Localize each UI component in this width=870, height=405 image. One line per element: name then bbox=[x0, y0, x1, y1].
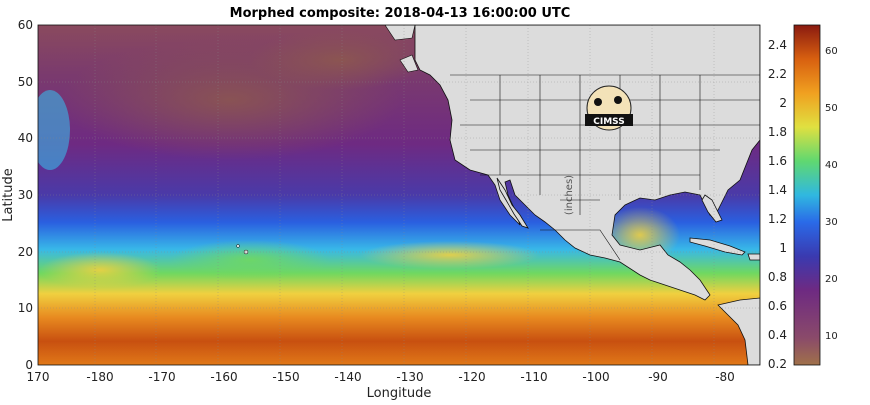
colorbar-right-tick: 20 bbox=[825, 274, 838, 285]
x-tick-label: -90 bbox=[648, 370, 668, 384]
moist-plume bbox=[38, 90, 70, 170]
y-tick-label: 20 bbox=[18, 245, 33, 259]
x-tick-label: -80 bbox=[715, 370, 735, 384]
colorbar-right-tick: 60 bbox=[825, 46, 838, 57]
colorbar-left-tick: 2.2 bbox=[768, 67, 787, 81]
x-axis-label: Longitude bbox=[367, 386, 432, 401]
colorbar-left-tick: 2 bbox=[779, 96, 787, 110]
land-hispaniola bbox=[747, 253, 760, 261]
cimss-logo-text: CIMSS bbox=[593, 117, 624, 127]
land-cuba bbox=[689, 237, 746, 256]
y-ticks: 60 50 40 30 20 10 0 bbox=[18, 18, 33, 372]
colorbar-left-tick: 1.2 bbox=[768, 212, 787, 226]
colorbar-right-tick: 30 bbox=[825, 217, 838, 228]
colorbar: (inches) 2.4 2.2 2 1.8 1.6 1.4 1.2 1 0.8… bbox=[564, 24, 838, 371]
x-tick-label: -130 bbox=[396, 370, 423, 384]
land-south-america bbox=[717, 297, 760, 365]
moist-blob bbox=[360, 241, 540, 269]
colorbar-left-tick: 2.4 bbox=[768, 38, 787, 52]
x-tick-label: -110 bbox=[520, 370, 547, 384]
colorbar-left-tick: 1 bbox=[779, 241, 787, 255]
colorbar-right-tick: 50 bbox=[825, 103, 838, 114]
y-tick-label: 40 bbox=[18, 131, 33, 145]
colorbar-right-tick: 40 bbox=[825, 160, 838, 171]
y-tick-label: 30 bbox=[18, 188, 33, 202]
x-tick-label: -170 bbox=[148, 370, 175, 384]
moist-blob bbox=[40, 252, 160, 288]
x-tick-label: -180 bbox=[86, 370, 113, 384]
colorbar-left-tick: 0.2 bbox=[768, 357, 787, 371]
x-tick-label: -160 bbox=[210, 370, 237, 384]
x-tick-label: -100 bbox=[582, 370, 609, 384]
x-tick-label: -120 bbox=[458, 370, 485, 384]
colorbar-gradient bbox=[793, 24, 821, 366]
y-tick-label: 10 bbox=[18, 301, 33, 315]
x-tick-label: 170 bbox=[27, 370, 50, 384]
land-islands bbox=[384, 25, 419, 73]
land-hawaii bbox=[236, 244, 240, 248]
colorbar-units-label: (inches) bbox=[564, 175, 575, 215]
colorbar-right-tick: 10 bbox=[825, 331, 838, 342]
colorbar-left-tick: 0.6 bbox=[768, 299, 787, 313]
colorbar-left-tick: 1.6 bbox=[768, 154, 787, 168]
x-tick-label: -140 bbox=[334, 370, 361, 384]
cimss-logo: CIMSS bbox=[585, 85, 633, 131]
colorbar-left-tick: 1.8 bbox=[768, 125, 787, 139]
land-north-america bbox=[414, 25, 760, 301]
y-tick-label: 60 bbox=[18, 18, 33, 32]
dry-patch bbox=[250, 30, 430, 90]
y-tick-label: 0 bbox=[25, 358, 33, 372]
colorbar-left-tick: 0.4 bbox=[768, 328, 787, 342]
chart-title: Morphed composite: 2018-04-13 16:00:00 U… bbox=[230, 6, 571, 21]
map-area: CIMSS bbox=[38, 25, 760, 365]
x-tick-label: -150 bbox=[272, 370, 299, 384]
y-tick-label: 50 bbox=[18, 75, 33, 89]
land-florida bbox=[701, 194, 723, 223]
y-axis-label: Latitude bbox=[1, 168, 16, 222]
colorbar-left-tick: 0.8 bbox=[768, 270, 787, 284]
colorbar-left-tick: 1.4 bbox=[768, 183, 787, 197]
gridlines bbox=[38, 25, 760, 365]
x-ticks: 170 -180 -170 -160 -150 -140 -130 -120 -… bbox=[27, 370, 735, 384]
plot-frame bbox=[37, 24, 761, 366]
moist-blob bbox=[170, 240, 330, 280]
